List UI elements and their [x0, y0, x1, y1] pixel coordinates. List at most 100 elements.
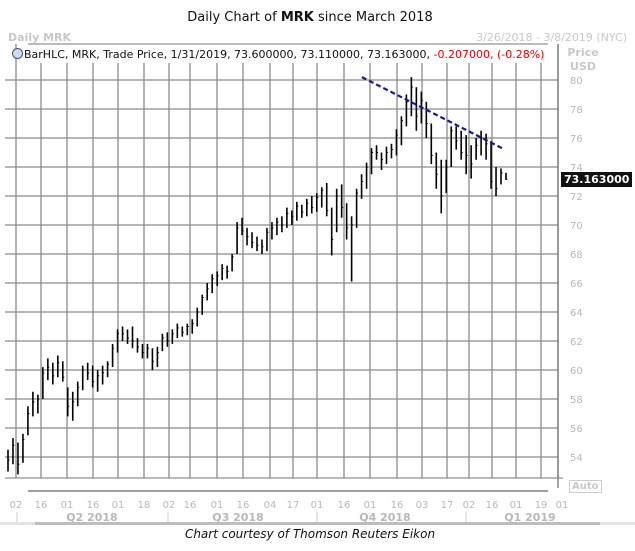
price-bar: [301, 204, 304, 218]
price-bar: [281, 216, 284, 233]
price-bar: [490, 140, 493, 189]
y-tick-label: 64: [570, 308, 583, 319]
price-bar: [146, 343, 149, 359]
price-bar: [91, 365, 95, 388]
price-bar: [66, 387, 70, 417]
price-bar: [355, 188, 359, 228]
price-bar: [276, 217, 279, 236]
x-tick-label: 19: [535, 500, 548, 511]
price-bar: [96, 370, 100, 392]
price-bar: [485, 133, 488, 160]
price-bar: [136, 338, 139, 353]
clock-icon[interactable]: [12, 48, 23, 59]
price-bar: [330, 207, 334, 256]
y-tick-label: 76: [570, 134, 583, 145]
price-bar: [410, 77, 413, 117]
price-bar: [271, 222, 274, 240]
price-bar: [470, 145, 473, 179]
price-bar: [111, 343, 115, 368]
x-tick-label: 01: [364, 500, 377, 511]
y-tick-label: 72: [570, 192, 583, 203]
chart-credit: Chart courtesy of Thomson Reuters Eikon: [184, 527, 436, 541]
price-bar: [176, 323, 179, 339]
x-tick-label: 01: [510, 500, 523, 511]
auto-scale-button[interactable]: Auto: [569, 480, 602, 493]
price-bar: [395, 129, 398, 156]
price-bar: [296, 201, 299, 221]
x-tick-label: 03: [416, 500, 429, 511]
x-tick-label: 17: [287, 500, 300, 511]
price-bar: [345, 203, 349, 240]
y-tick-label: 78: [570, 105, 583, 116]
y-tick-label: 62: [570, 337, 583, 348]
title-ticker: MRK: [280, 10, 314, 25]
price-bar: [430, 123, 433, 165]
price-bar: [216, 271, 219, 286]
price-bar: [310, 196, 314, 214]
price-bar: [365, 162, 369, 189]
x-tick-label: 01: [556, 500, 569, 511]
x-tick-label: 16: [237, 500, 250, 511]
price-bar: [61, 361, 65, 382]
x-tick-label: 01: [211, 500, 224, 511]
x-tick-label: 16: [486, 500, 499, 511]
trendline: [361, 76, 503, 150]
price-bar: [22, 433, 25, 463]
price-bar: [256, 236, 259, 252]
price-bar: [116, 329, 120, 353]
y-tick-label: 70: [570, 221, 583, 232]
price-bar: [231, 254, 234, 272]
quarter-label: Q4 2018: [359, 511, 410, 524]
price-bar: [101, 365, 105, 385]
price-bar: [450, 126, 453, 167]
last-price-marker: 73.163000: [561, 172, 633, 187]
series-name: Daily MRK: [8, 31, 72, 44]
price-bar: [191, 319, 194, 334]
x-tick-label: 02: [10, 500, 23, 511]
price-bar: [291, 210, 294, 225]
scrollbar-thumb[interactable]: [35, 522, 600, 525]
price-bar: [121, 326, 125, 341]
price-bar: [131, 326, 134, 349]
price-bar: [226, 265, 229, 279]
price-bar: [221, 264, 224, 281]
price-bar: [390, 143, 393, 159]
price-bar: [375, 145, 379, 160]
price-bar: [171, 329, 174, 344]
title-prefix: Daily Chart of: [187, 10, 281, 25]
price-bar: [460, 130, 463, 160]
x-tick-label: 16: [87, 500, 100, 511]
price-bar: [286, 207, 289, 228]
price-bar: [156, 346, 159, 368]
price-label: Price: [567, 46, 599, 59]
price-bar: [335, 188, 339, 233]
price-bar: [76, 381, 80, 407]
quarter-label: Q3 2018: [212, 511, 263, 524]
price-bar: [71, 391, 75, 421]
price-bar: [480, 130, 483, 156]
price-bar: [445, 159, 448, 194]
price-bar: [42, 367, 45, 399]
x-tick-label: 01: [112, 500, 125, 511]
price-bar: [17, 442, 20, 475]
x-tick-label: 02: [463, 500, 476, 511]
time-scrollbar[interactable]: [0, 522, 635, 525]
price-bar: [47, 358, 50, 381]
price-bar: [211, 274, 214, 294]
x-tick-label: 04: [264, 500, 277, 511]
price-bar: [435, 152, 438, 189]
y-tick-label: 74: [570, 163, 583, 174]
price-bar: [201, 294, 204, 315]
price-bar: [400, 116, 403, 146]
currency-label: USD: [570, 60, 596, 73]
price-bar: [196, 307, 199, 327]
price-bar: [12, 438, 15, 465]
price-bar: [500, 168, 503, 185]
price-bar: [251, 232, 254, 249]
price-bar: [161, 333, 164, 352]
price-bar: [141, 343, 144, 359]
x-tick-label: 16: [35, 500, 48, 511]
x-tick-label: 02: [163, 500, 176, 511]
price-bar: [27, 406, 30, 436]
